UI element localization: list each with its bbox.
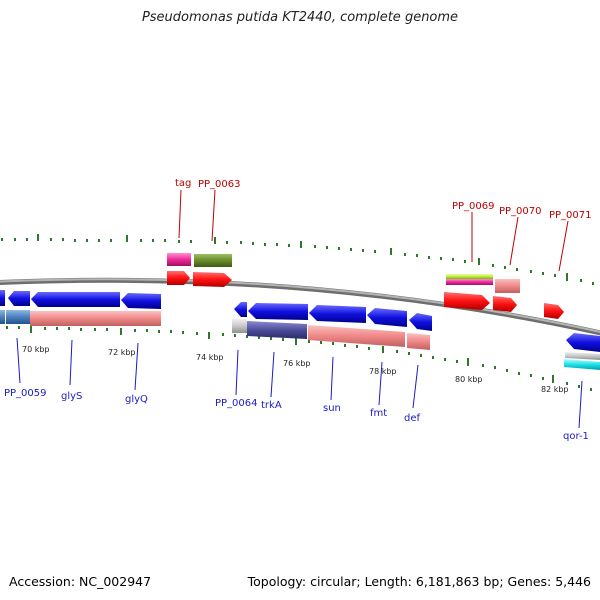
upper-tick-ring (1, 234, 594, 285)
feature-block (407, 333, 430, 350)
genome-summary-text: Topology: circular; Length: 6,181,863 bp… (247, 574, 591, 589)
gene-label-qor-1: qor-1 (563, 431, 589, 442)
gene-label-pp-0059: PP_0059 (4, 388, 47, 399)
tick-label: 74 kbp (196, 353, 224, 362)
kbp-tick-labels: 70 kbp 72 kbp 74 kbp 76 kbp 78 kbp 80 kb… (22, 345, 569, 394)
gene-label-pp-0064: PP_0064 (215, 398, 258, 409)
gene-label-def: def (404, 413, 421, 424)
lower-labels: PP_0059 glyS glyQ PP_0064 trkA sun fmt d… (4, 337, 589, 442)
rna-arrow (193, 272, 232, 287)
lower-gene-track (0, 290, 600, 370)
gene-label-pp-0071: PP_0071 (549, 210, 592, 221)
tick-label: 78 kbp (369, 367, 397, 376)
feature-block (495, 279, 520, 293)
feature-block (308, 325, 405, 347)
gene-arrow (309, 305, 366, 323)
feature-block (247, 321, 307, 339)
rna-arrow (167, 271, 190, 285)
rna-arrow (544, 303, 564, 319)
feature-block (564, 359, 600, 370)
feature-block (0, 310, 5, 324)
gene-arrow (248, 303, 308, 320)
feature-block (446, 279, 493, 285)
lower-tick-ring (6, 326, 592, 391)
gene-label-sun: sun (323, 403, 341, 414)
rna-arrow (493, 296, 517, 312)
map-title: Pseudomonas putida KT2440, complete geno… (141, 10, 459, 25)
gene-arrow (0, 290, 5, 306)
feature-block (565, 352, 600, 360)
feature-block (30, 311, 161, 326)
tick-label: 72 kbp (108, 348, 136, 357)
gene-label-tag: tag (175, 178, 191, 189)
gene-arrow (121, 293, 161, 309)
feature-block (6, 310, 30, 324)
upper-labels: tag PP_0063 PP_0069 PP_0070 PP_0071 (175, 178, 592, 272)
tick-label: 82 kbp (541, 385, 569, 394)
feature-block (194, 254, 232, 267)
gene-label-pp-0070: PP_0070 (499, 206, 542, 217)
tick-label: 76 kbp (283, 359, 311, 368)
gene-label-trka: trkA (261, 400, 282, 411)
tick-label: 80 kbp (455, 375, 483, 384)
tick-label: 70 kbp (22, 345, 50, 354)
gene-label-glys: glyS (61, 391, 82, 402)
gene-label-pp-0069: PP_0069 (452, 201, 495, 212)
rna-arrow (444, 292, 490, 310)
gene-label-glyq: glyQ (125, 394, 148, 405)
feature-block (167, 253, 191, 266)
gene-label-fmt: fmt (370, 408, 387, 419)
gene-arrow (367, 308, 407, 327)
gene-arrow (8, 291, 30, 306)
upper-feature-track (167, 253, 564, 319)
feature-block (446, 274, 493, 279)
gene-arrow (409, 313, 432, 331)
gene-label-pp-0063: PP_0063 (198, 179, 241, 190)
gene-arrow (234, 302, 247, 317)
accession-text: Accession: NC_002947 (9, 574, 152, 589)
gene-arrow (31, 292, 120, 307)
gene-arrow (566, 333, 600, 352)
feature-block (232, 319, 247, 333)
